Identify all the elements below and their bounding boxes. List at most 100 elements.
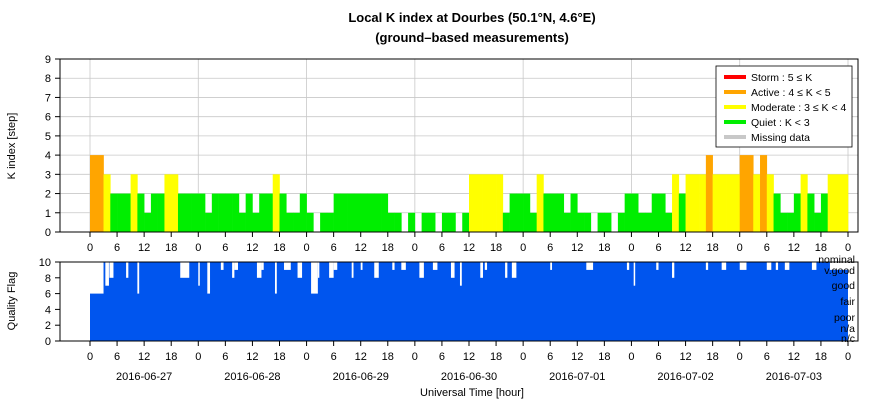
quality-dip	[633, 262, 636, 286]
k-index-bar	[245, 193, 253, 232]
k-index-bar	[367, 193, 375, 232]
k-index-bar	[509, 193, 517, 232]
k-y-tick-label: 6	[45, 112, 51, 124]
k-x-tick-label: 6	[655, 242, 661, 254]
quality-label-poor: poor	[834, 312, 856, 324]
quality-dip	[333, 262, 338, 270]
quality-dip	[511, 262, 517, 278]
quality-label-nc: n/c	[841, 333, 855, 345]
k-x-tick-label: 18	[382, 242, 394, 254]
k-index-bar	[421, 212, 429, 232]
quality-dip	[784, 262, 790, 270]
q-x-tick-label: 6	[222, 351, 228, 363]
k-index-bar	[699, 174, 707, 232]
k-index-bar	[252, 212, 260, 232]
q-x-tick-label: 0	[520, 351, 526, 363]
k-index-bar	[232, 193, 240, 232]
k-index-bar	[279, 193, 287, 232]
k-index-bar	[556, 193, 565, 232]
k-index-bar	[448, 212, 456, 232]
k-x-tick-label: 12	[246, 242, 258, 254]
q-x-tick-label: 12	[571, 351, 583, 363]
q-x-tick-label: 12	[246, 351, 258, 363]
k-index-bar	[157, 193, 165, 232]
q-x-tick-label: 6	[114, 351, 120, 363]
q-x-tick-label: 18	[815, 351, 827, 363]
k-index-bar	[110, 193, 118, 232]
k-index-bar	[543, 193, 551, 232]
q-x-tick-label: 18	[490, 351, 502, 363]
k-index-bar	[123, 193, 131, 232]
k-index-bar	[665, 212, 673, 232]
q-x-tick-label: 6	[331, 351, 337, 363]
k-index-bar	[293, 212, 301, 232]
k-index-bar	[739, 155, 747, 232]
k-index-bar	[225, 193, 233, 232]
k-index-bar	[320, 212, 328, 232]
k-index-bar	[658, 193, 666, 232]
quality-dip	[811, 262, 817, 270]
quality-dip	[459, 262, 462, 286]
k-index-bar	[746, 155, 754, 232]
k-index-bar	[272, 174, 280, 232]
k-x-tick-label: 0	[520, 242, 526, 254]
q-x-tick-label: 12	[355, 351, 367, 363]
k-index-bar	[692, 174, 700, 232]
quality-dip	[721, 262, 727, 270]
quality-dip	[360, 262, 363, 270]
quality-dip	[419, 262, 424, 278]
k-index-bar	[428, 212, 436, 232]
k-x-tick-label: 12	[463, 242, 475, 254]
k-index-bar	[617, 212, 625, 232]
k-index-bar	[712, 174, 720, 232]
k-index-bar	[550, 193, 558, 232]
legend-label-storm: Storm : 5 ≤ K	[751, 72, 812, 84]
k-index-bar	[672, 174, 680, 232]
quality-dip	[198, 262, 200, 286]
k-index-bar	[374, 193, 382, 232]
quality-dip	[766, 262, 772, 270]
q-y-tick-label: 0	[45, 336, 51, 348]
q-x-tick-label: 0	[195, 351, 201, 363]
quality-dip	[207, 262, 211, 294]
k-index-bar	[96, 155, 104, 232]
date-label: 2016-06-28	[224, 371, 280, 383]
k-index-bar	[482, 174, 490, 232]
quality-bar-base	[90, 262, 848, 341]
k-index-bar	[807, 193, 815, 232]
x-axis-label: Universal Time [hour]	[420, 387, 524, 399]
quality-dip	[297, 262, 303, 278]
quality-flag-y-axis-label: Quality Flag	[6, 272, 18, 331]
k-x-tick-label: 0	[845, 242, 851, 254]
q-x-tick-label: 12	[463, 351, 475, 363]
k-x-tick-label: 0	[737, 242, 743, 254]
k-index-bar	[171, 174, 179, 232]
quality-dip	[484, 262, 488, 270]
k-index-bar	[516, 193, 524, 232]
date-label: 2016-07-03	[766, 371, 822, 383]
k-index-bar	[624, 193, 632, 232]
k-index-bar	[638, 212, 646, 232]
legend-label-quiet: Quiet : K < 3	[751, 117, 810, 129]
q-x-tick-label: 6	[547, 351, 553, 363]
quality-label-vgood: v.good	[824, 265, 855, 277]
quality-dip	[311, 262, 318, 294]
quality-dip	[401, 262, 406, 270]
quality-dip	[374, 262, 379, 278]
k-x-tick-label: 6	[439, 242, 445, 254]
q-x-tick-label: 18	[382, 351, 394, 363]
quality-plot-frame	[59, 261, 859, 342]
date-label: 2016-06-29	[333, 371, 389, 383]
k-y-tick-label: 4	[45, 150, 51, 162]
k-index-bar	[475, 174, 483, 232]
k-index-bar	[489, 174, 497, 232]
k-x-tick-label: 0	[304, 242, 310, 254]
k-index-bar	[286, 212, 294, 232]
legend-label-active: Active : 4 ≤ K < 5	[751, 87, 831, 99]
k-index-bar	[340, 193, 348, 232]
k-x-tick-label: 12	[355, 242, 367, 254]
k-index-bar	[678, 193, 686, 232]
k-index-bar	[347, 193, 355, 232]
